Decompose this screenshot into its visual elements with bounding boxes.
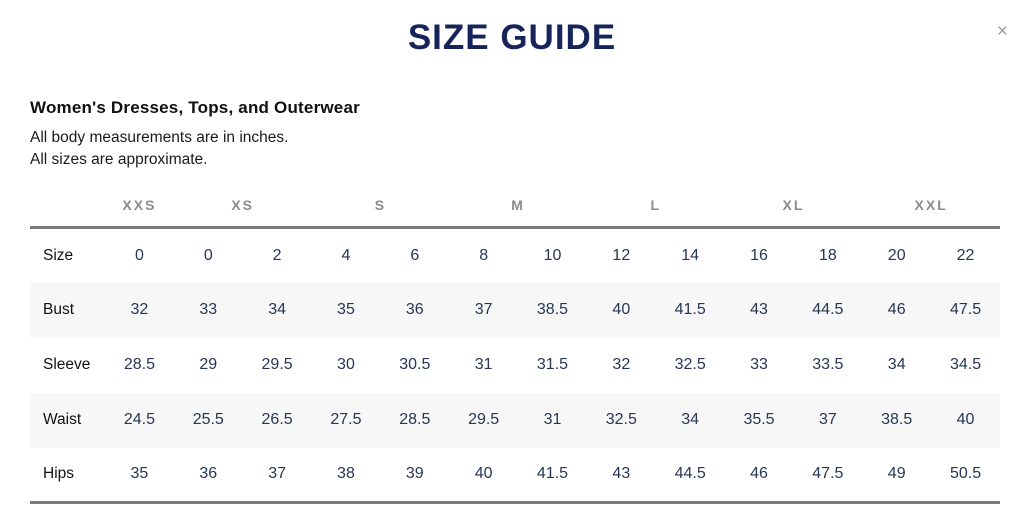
size-group-row: XXS XS S M L XL XXL xyxy=(30,185,1000,229)
measurement-cell: 4 xyxy=(341,246,351,264)
measurement-cell: 50.5 xyxy=(949,465,982,483)
measurement-cell: 26.5 xyxy=(242,392,312,448)
measurement-cell: 29.5 xyxy=(449,392,519,448)
measurement-cell: 31.5 xyxy=(536,356,569,373)
measurement-cell: 14 xyxy=(681,246,700,264)
measurement-cell: 33 xyxy=(750,356,768,373)
measurement-cell: 27.5 xyxy=(311,392,381,448)
measurement-cell: 44.5 xyxy=(674,465,706,483)
measurement-cell: 8 xyxy=(479,246,489,264)
measurement-cell: 46 xyxy=(750,465,768,483)
size-group-header-xxs: XXS xyxy=(105,185,174,229)
row-label-waist: Waist xyxy=(30,392,105,448)
row-label-sleeve: Sleeve xyxy=(43,356,91,373)
row-label-size: Size xyxy=(43,246,74,264)
measurement-cell: 39 xyxy=(405,465,424,483)
measurement-cell: 34 xyxy=(887,356,906,373)
measurement-cell: 2 xyxy=(272,246,282,264)
measurement-cell: 40 xyxy=(931,392,1000,448)
measurement-cell: 34 xyxy=(242,282,312,338)
measurement-cell: 37 xyxy=(449,282,519,338)
measurement-cell: 33 xyxy=(173,282,243,338)
measurement-cell: 0 xyxy=(134,246,144,264)
row-label-bust: Bust xyxy=(30,282,105,338)
measurement-cell: 34 xyxy=(655,392,725,448)
measurement-cell: 43 xyxy=(724,282,794,338)
measurement-cell: 22 xyxy=(956,246,975,264)
measurement-cell: 0 xyxy=(203,246,213,264)
measurement-cell: 18 xyxy=(818,246,837,264)
table-row-bust: Bust 32 33 34 35 36 37 38.5 40 41.5 43 44.5 46 47.5 xyxy=(30,282,1000,338)
size-group-header-row: XXS XS S M L XL XXL xyxy=(30,185,1000,229)
measurement-cell: 35 xyxy=(130,465,149,483)
measurement-cell: 38 xyxy=(337,465,355,483)
measurement-cell: 38.5 xyxy=(518,282,587,338)
row-label-hips: Hips xyxy=(43,465,75,483)
size-chart-table: XXS XS S M L XL XXL Size 0 0 2 4 6 8 10 12 14 16 18 20 22 Bu… xyxy=(30,185,1000,504)
measurement-cell: 44.5 xyxy=(793,282,863,338)
measurement-cell: 37 xyxy=(793,392,863,448)
measurement-cell: 35.5 xyxy=(724,392,794,448)
size-group-header-xs: XS xyxy=(173,185,312,229)
measurement-cell: 12 xyxy=(612,246,631,264)
measurement-cell: 30 xyxy=(337,356,355,373)
measurement-cell: 47.5 xyxy=(812,465,844,483)
size-group-header-xxl: XXL xyxy=(862,185,1000,229)
measurement-cell: 32.5 xyxy=(674,356,706,373)
measurement-cell: 34.5 xyxy=(949,356,982,373)
measurement-cell: 29.5 xyxy=(261,356,293,373)
measurement-cell: 43 xyxy=(612,465,631,483)
measurement-cell: 35 xyxy=(311,282,381,338)
measurement-cell: 30.5 xyxy=(399,356,431,373)
measurement-cell: 49 xyxy=(887,465,906,483)
measurement-cell: 28.5 xyxy=(380,392,450,448)
measurement-cell: 47.5 xyxy=(931,282,1000,338)
measurement-cell: 36 xyxy=(199,465,218,483)
measurement-cell: 32 xyxy=(105,282,174,338)
section-heading: Women's Dresses, Tops, and Outerwear xyxy=(30,98,360,117)
measurement-cell: 20 xyxy=(887,246,906,264)
note-line-2: All sizes are approximate. xyxy=(30,151,208,168)
page-title: SIZE GUIDE xyxy=(407,18,617,57)
size-group-header-l: L xyxy=(586,185,725,229)
measurement-cell: 37 xyxy=(268,465,286,483)
size-group-header-m: M xyxy=(449,185,587,229)
table-row-waist: Waist 24.5 25.5 26.5 27.5 28.5 29.5 31 32.5 34 35.… xyxy=(30,392,1000,448)
measurement-cell: 32 xyxy=(612,356,631,373)
measurement-notes: All body measurements are in inches. All… xyxy=(30,127,1000,171)
measurement-cell: 25.5 xyxy=(173,392,243,448)
measurement-cell: 46 xyxy=(862,282,932,338)
measurement-cell: 33.5 xyxy=(812,356,844,373)
measurement-cell: 16 xyxy=(750,246,768,264)
note-line-1: All body measurements are in inches. xyxy=(30,129,289,146)
measurement-cell: 41.5 xyxy=(536,465,569,483)
measurement-cell: 31 xyxy=(474,356,493,373)
measurement-cell: 41.5 xyxy=(655,282,725,338)
corner-cell xyxy=(30,185,105,229)
measurement-cell: 36 xyxy=(380,282,450,338)
measurement-cell: 38.5 xyxy=(862,392,932,448)
table-row-sleeve: Sleeve 28.5 29 29.5 30 30.5 31 31.5 32 32.5 33 33.5… xyxy=(30,338,1000,393)
measurement-cell: 32.5 xyxy=(586,392,656,448)
measurement-cell: 28.5 xyxy=(123,356,155,373)
size-group-header-xl: XL xyxy=(724,185,863,229)
measurement-cell: 10 xyxy=(543,246,562,264)
size-guide-content: Women's Dresses, Tops, and Outerwear All… xyxy=(30,98,1000,504)
table-row-size: Size 0 0 2 4 6 8 10 12 14 16 18 20 22 xyxy=(30,228,1000,283)
measurement-cell: 29 xyxy=(199,356,218,373)
measurement-cell: 40 xyxy=(586,282,656,338)
table-row-hips: Hips 35 36 37 38 39 40 41.5 43 44.5 46 47.5 49 50.5 xyxy=(30,448,1000,503)
measurement-cell: 6 xyxy=(410,246,420,264)
measurement-cell: 24.5 xyxy=(105,392,174,448)
measurement-cell: 31 xyxy=(518,392,587,448)
size-group-header-s: S xyxy=(311,185,450,229)
size-table-body: Size 0 0 2 4 6 8 10 12 14 16 18 20 22 Bust 32 33 34 35 36 37… xyxy=(30,228,1000,503)
measurement-cell: 40 xyxy=(474,465,493,483)
close-icon[interactable]: × xyxy=(996,21,1008,42)
